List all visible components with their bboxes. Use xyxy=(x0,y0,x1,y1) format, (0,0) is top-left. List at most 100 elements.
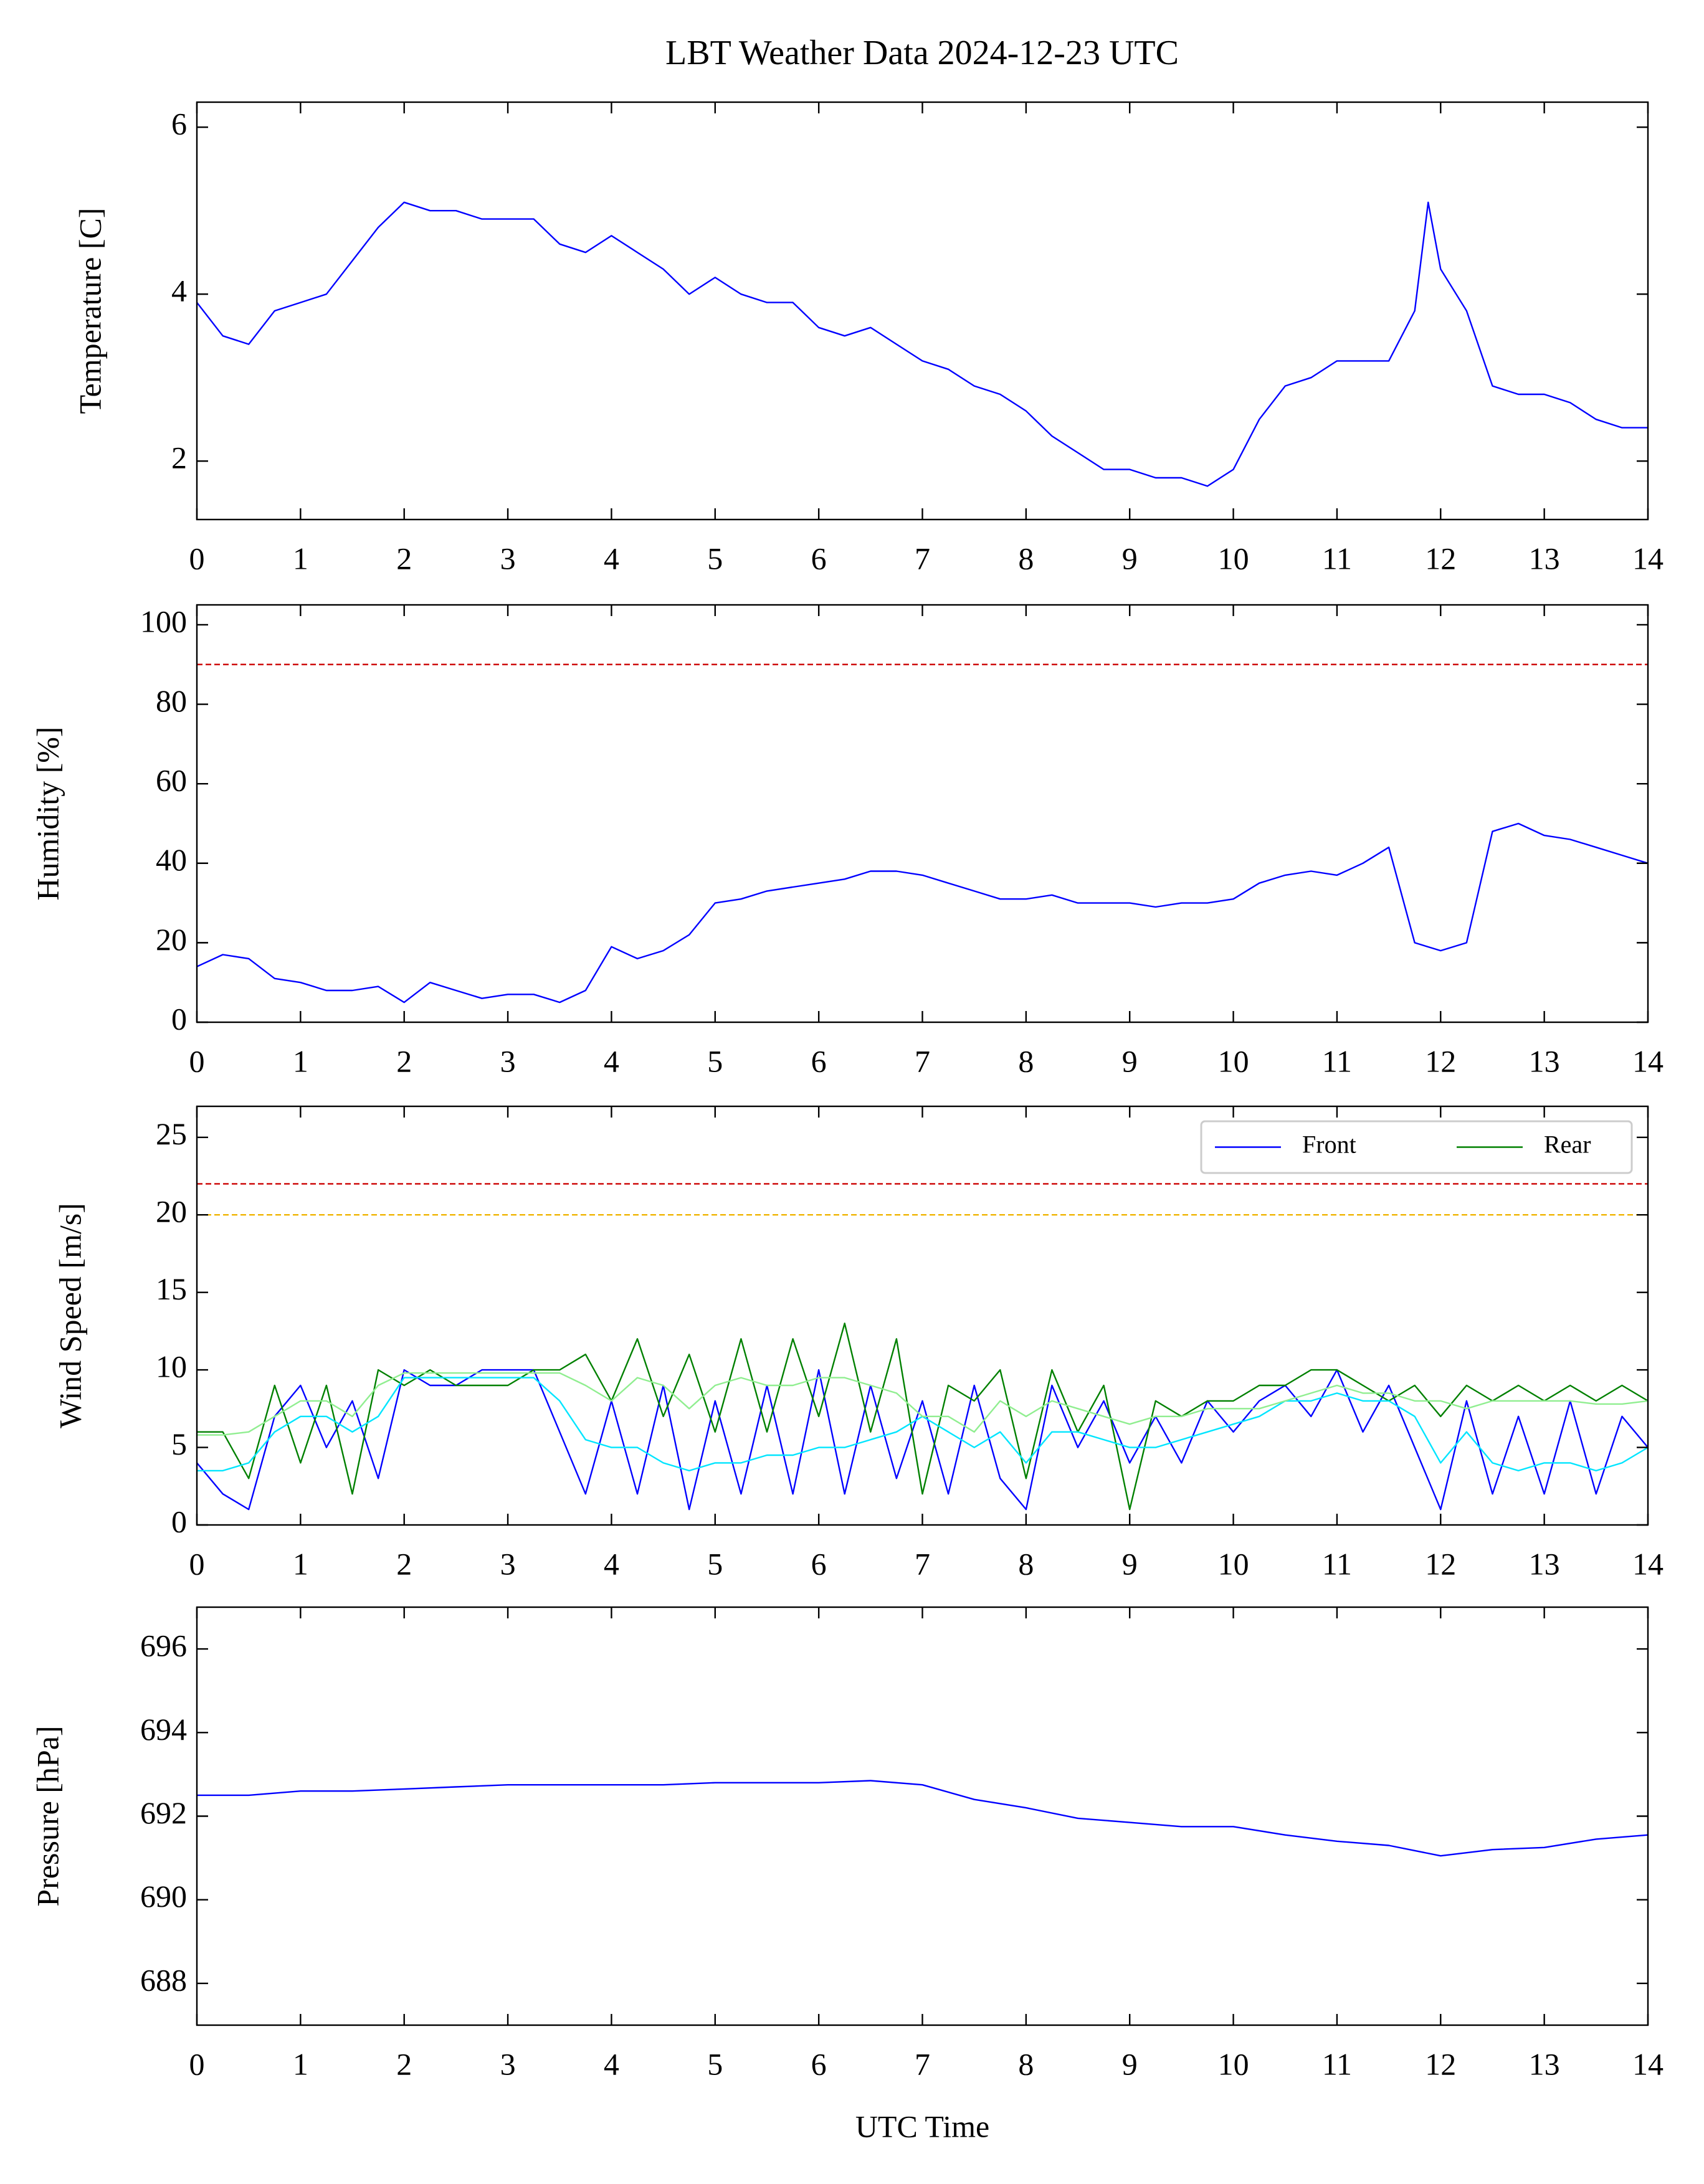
x-tick-label: 5 xyxy=(707,541,723,576)
x-tick-label: 12 xyxy=(1425,1043,1456,1078)
y-tick-label: 2 xyxy=(171,440,187,475)
x-tick-label: 11 xyxy=(1322,541,1352,576)
x-tick-label: 8 xyxy=(1018,2046,1034,2081)
y-tick-label: 80 xyxy=(156,683,187,718)
x-tick-label: 10 xyxy=(1218,1043,1249,1078)
x-tick-label: 4 xyxy=(604,1043,619,1078)
legend-box xyxy=(1200,1120,1633,1174)
x-tick-label: 9 xyxy=(1122,2046,1138,2081)
x-tick-label: 1 xyxy=(293,541,308,576)
x-axis-label: UTC Time xyxy=(855,2109,989,2144)
x-tick-label: 5 xyxy=(707,1043,723,1078)
plot-area xyxy=(197,1183,1648,1511)
y-axis-label: Temperature [C] xyxy=(72,207,107,414)
x-tick-label: 10 xyxy=(1218,2046,1249,2081)
x-tick-label: 14 xyxy=(1632,541,1664,576)
x-tick-label: 3 xyxy=(500,1043,516,1078)
plot-area xyxy=(197,663,1648,1004)
x-tick-label: 14 xyxy=(1632,1043,1664,1078)
x-tick-label: 10 xyxy=(1218,1546,1249,1581)
x-tick-label: 9 xyxy=(1122,541,1138,576)
y-tick-label: 40 xyxy=(156,842,187,877)
data-line xyxy=(197,1377,1648,1472)
x-tick-label: 6 xyxy=(811,541,827,576)
x-tick-label: 1 xyxy=(293,1043,308,1078)
x-tick-label: 14 xyxy=(1632,2046,1664,2081)
data-line xyxy=(197,1369,1648,1511)
x-tick-label: 11 xyxy=(1322,2046,1352,2081)
x-tick-label: 13 xyxy=(1529,541,1560,576)
x-tick-label: 6 xyxy=(811,1546,827,1581)
y-tick-label: 6 xyxy=(171,107,187,141)
y-tick-label: 5 xyxy=(171,1427,187,1461)
x-tick-label: 9 xyxy=(1122,1546,1138,1581)
x-tick-label: 2 xyxy=(396,2046,412,2081)
x-tick-label: 2 xyxy=(396,1546,412,1581)
x-tick-label: 5 xyxy=(707,2046,723,2081)
x-tick-label: 8 xyxy=(1018,1043,1034,1078)
x-tick-label: 0 xyxy=(189,541,205,576)
y-axis-label: Pressure [hPa] xyxy=(30,1726,65,1906)
x-tick-label: 12 xyxy=(1425,2046,1456,2081)
data-line xyxy=(197,1780,1648,1857)
x-tick-label: 1 xyxy=(293,2046,308,2081)
x-tick-label: 2 xyxy=(396,541,412,576)
x-tick-label: 13 xyxy=(1529,2046,1560,2081)
x-tick-label: 3 xyxy=(500,1546,516,1581)
x-tick-label: 8 xyxy=(1018,541,1034,576)
y-tick-label: 690 xyxy=(140,1879,187,1914)
x-tick-label: 7 xyxy=(915,2046,930,2081)
x-tick-label: 12 xyxy=(1425,1546,1456,1581)
x-tick-label: 5 xyxy=(707,1546,723,1581)
data-line xyxy=(197,822,1648,1004)
y-tick-label: 20 xyxy=(156,922,187,957)
chart-title: LBT Weather Data 2024-12-23 UTC xyxy=(665,34,1179,72)
plot-area xyxy=(197,201,1648,487)
axes-frame xyxy=(196,1606,1649,2026)
y-tick-label: 0 xyxy=(171,1504,187,1539)
x-tick-label: 7 xyxy=(915,1546,930,1581)
axes-frame xyxy=(196,101,1649,521)
y-axis-label: Wind Speed [m/s] xyxy=(52,1203,87,1428)
x-tick-label: 0 xyxy=(189,1043,205,1078)
x-tick-label: 3 xyxy=(500,541,516,576)
x-tick-label: 7 xyxy=(915,1043,930,1078)
x-tick-label: 7 xyxy=(915,541,930,576)
x-tick-label: 0 xyxy=(189,2046,205,2081)
data-line xyxy=(197,1322,1648,1511)
y-tick-label: 60 xyxy=(156,763,187,798)
y-tick-label: 692 xyxy=(140,1795,187,1830)
y-tick-label: 694 xyxy=(140,1712,187,1747)
x-tick-label: 10 xyxy=(1218,541,1249,576)
y-tick-label: 20 xyxy=(156,1194,187,1229)
legend-label: Front xyxy=(1302,1131,1356,1159)
y-tick-label: 0 xyxy=(171,1001,187,1036)
x-tick-label: 8 xyxy=(1018,1546,1034,1581)
x-tick-label: 13 xyxy=(1529,1043,1560,1078)
plot-area xyxy=(197,1780,1648,1857)
y-tick-label: 100 xyxy=(140,604,187,639)
y-axis-label: Humidity [%] xyxy=(30,726,65,900)
x-tick-label: 4 xyxy=(604,541,619,576)
x-tick-label: 4 xyxy=(604,2046,619,2081)
y-tick-label: 4 xyxy=(171,273,187,308)
x-tick-label: 3 xyxy=(500,2046,516,2081)
x-tick-label: 11 xyxy=(1322,1043,1352,1078)
x-tick-label: 13 xyxy=(1529,1546,1560,1581)
x-tick-label: 6 xyxy=(811,1043,827,1078)
x-tick-label: 4 xyxy=(604,1546,619,1581)
legend-label: Rear xyxy=(1544,1131,1591,1159)
data-line xyxy=(197,1372,1648,1436)
x-tick-label: 9 xyxy=(1122,1043,1138,1078)
y-tick-label: 688 xyxy=(140,1962,187,1997)
x-tick-label: 0 xyxy=(189,1546,205,1581)
x-tick-label: 11 xyxy=(1322,1546,1352,1581)
x-tick-label: 6 xyxy=(811,2046,827,2081)
y-tick-label: 15 xyxy=(156,1271,187,1306)
data-line xyxy=(197,201,1648,487)
x-tick-label: 12 xyxy=(1425,541,1456,576)
x-tick-label: 14 xyxy=(1632,1546,1664,1581)
y-tick-label: 696 xyxy=(140,1628,187,1663)
axes-frame xyxy=(196,604,1649,1023)
